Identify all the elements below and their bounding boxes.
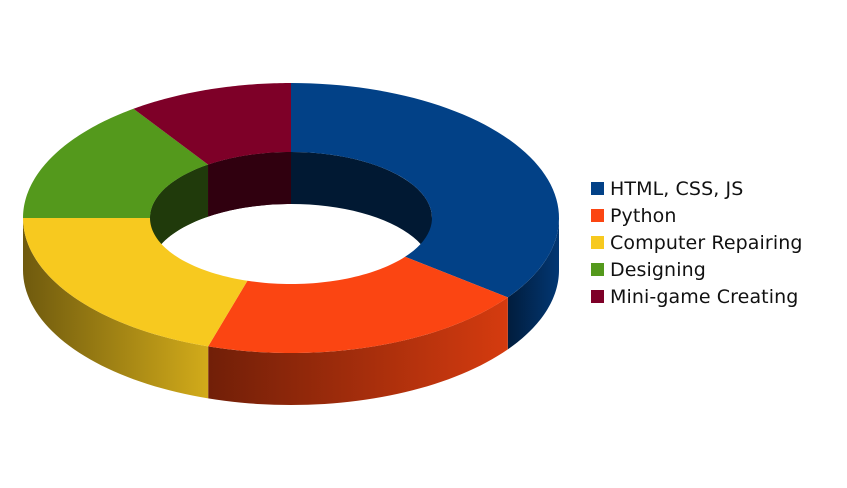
legend-label: Python <box>610 204 677 227</box>
chart-legend: HTML, CSS, JS Python Computer Repairing … <box>591 175 803 310</box>
legend-item: Designing <box>591 256 803 283</box>
legend-label: Computer Repairing <box>610 231 803 254</box>
legend-swatch <box>591 182 604 195</box>
legend-swatch <box>591 209 604 222</box>
donut-outer-wall <box>23 218 209 399</box>
donut-slice-python <box>208 256 508 353</box>
legend-swatch <box>591 236 604 249</box>
donut-inner-wall <box>150 164 209 270</box>
legend-swatch <box>591 263 604 276</box>
donut-slice-designing <box>23 108 209 218</box>
donut-slice-mini-game-creating <box>133 83 291 165</box>
legend-item: HTML, CSS, JS <box>591 175 803 202</box>
donut-outer-wall <box>208 297 508 405</box>
donut-slice-computer-repairing <box>23 218 248 347</box>
legend-label: Designing <box>610 258 706 281</box>
donut-inner-wall <box>208 152 291 217</box>
legend-item: Computer Repairing <box>591 229 803 256</box>
legend-label: Mini-game Creating <box>610 285 799 308</box>
donut-slice-html-css-js <box>291 83 559 298</box>
legend-swatch <box>591 290 604 303</box>
legend-item: Mini-game Creating <box>591 283 803 310</box>
donut-inner-wall <box>291 152 432 270</box>
donut-outer-wall <box>507 218 559 350</box>
legend-item: Python <box>591 202 803 229</box>
legend-label: HTML, CSS, JS <box>610 177 744 200</box>
